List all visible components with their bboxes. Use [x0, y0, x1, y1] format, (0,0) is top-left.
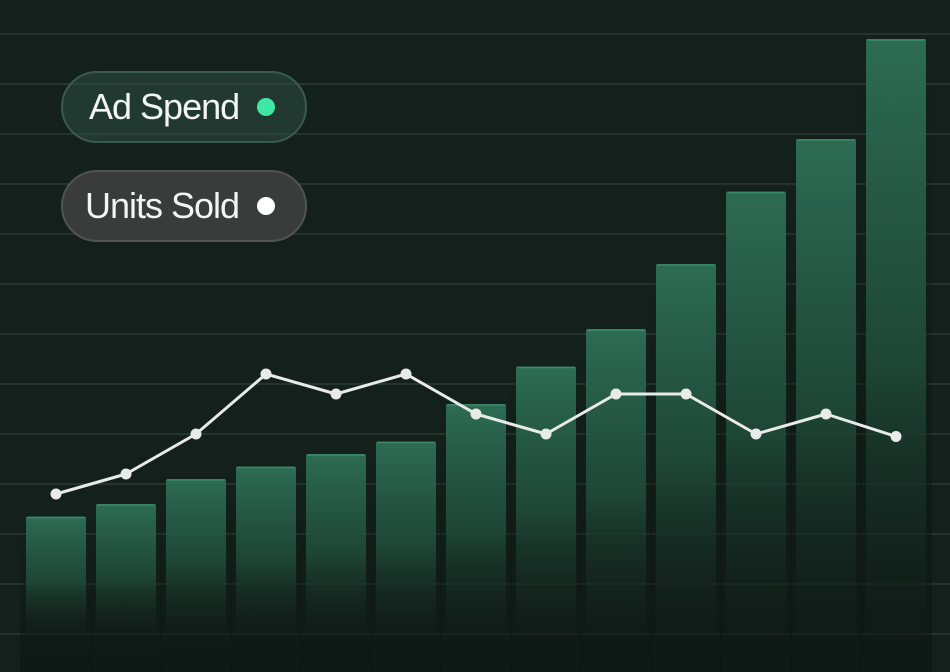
units-sold-point [330, 388, 342, 400]
units-sold-point [750, 428, 762, 440]
units-sold-point [120, 468, 132, 480]
ad-spend-bar [306, 454, 366, 634]
units-sold-point [50, 488, 62, 500]
units-sold-point [890, 431, 902, 442]
legend-label-ad-spend: Ad Spend [89, 86, 240, 127]
ad-spend-bar [516, 366, 576, 634]
ad-spend-bar [866, 39, 926, 634]
legend-label-units-sold: Units Sold [85, 185, 240, 226]
ad-spend-bar [96, 504, 156, 634]
units-sold-dot-icon [257, 197, 276, 215]
ad-spend-bar [26, 516, 86, 634]
ad-spend-bar [376, 441, 436, 634]
units-sold-line [50, 368, 902, 500]
ad-spend-bar [726, 191, 786, 634]
units-sold-point [540, 428, 552, 440]
ad-spend-bar [446, 404, 506, 634]
units-sold-point [470, 408, 482, 420]
units-sold-point [400, 368, 412, 380]
units-sold-point [820, 408, 832, 420]
legend-item-ad-spend: Ad Spend [61, 71, 308, 143]
ad-spend-bar [236, 466, 296, 634]
units-sold-point [190, 428, 202, 440]
ad-spend-bar [656, 264, 716, 634]
ad-spend-bar [586, 329, 646, 634]
ad-spend-dot-icon [257, 98, 276, 116]
units-sold-point [680, 388, 692, 400]
legend-item-units-sold: Units Sold [61, 170, 308, 242]
units-sold-point [260, 368, 272, 380]
units-sold-point [610, 388, 622, 400]
ad-spend-bar [166, 479, 226, 634]
ad-spend-bars [20, 39, 932, 672]
ad-spend-bar [796, 139, 856, 634]
